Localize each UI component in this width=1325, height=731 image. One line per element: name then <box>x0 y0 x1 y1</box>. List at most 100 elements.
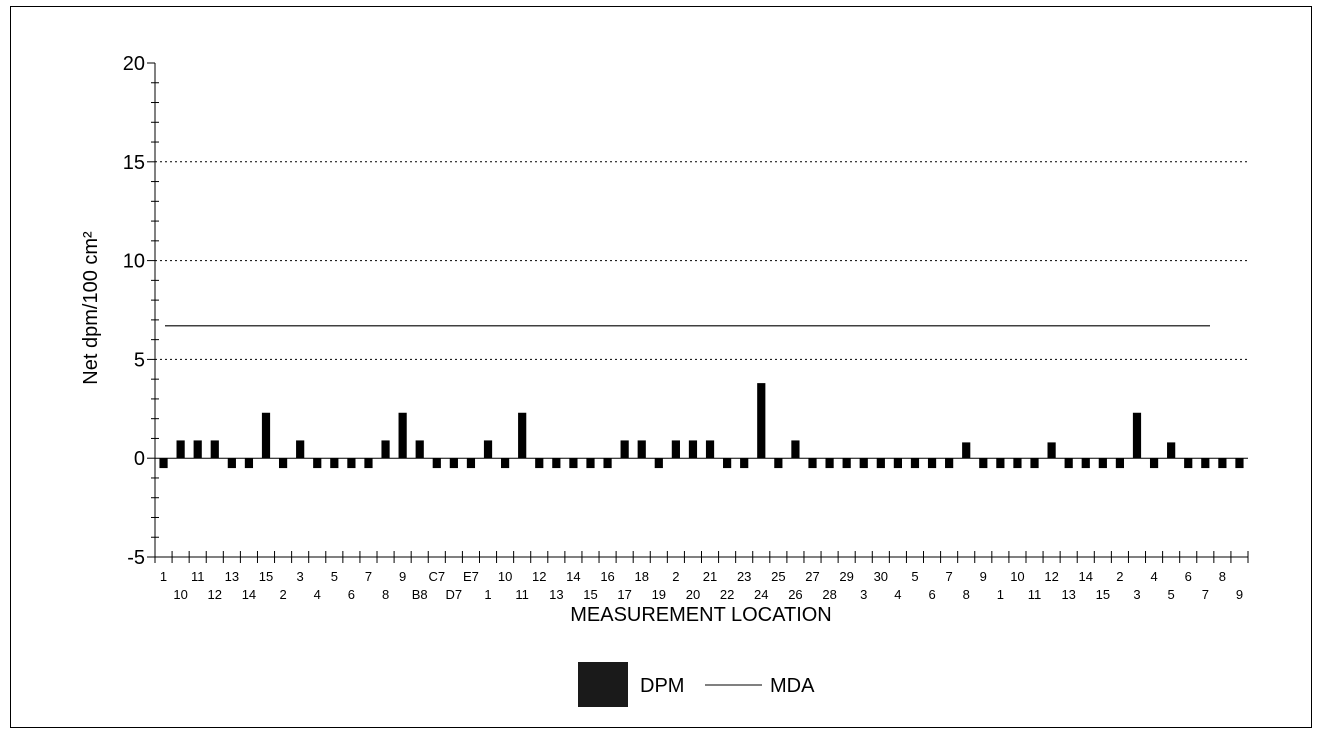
chart-frame <box>10 6 1312 728</box>
y-tick-label: 0 <box>134 448 145 470</box>
x-tick-labels: 110111213141523456789B8C7D7E711011121314… <box>160 569 1243 602</box>
x-tick-label: 2 <box>279 587 286 602</box>
bar-dpm <box>432 458 441 469</box>
bar-dpm <box>278 458 288 469</box>
bar-dpm <box>364 458 373 469</box>
bar-dpm <box>654 458 663 469</box>
bar-dpm <box>1030 458 1039 469</box>
x-tick-label: 13 <box>225 569 239 584</box>
x-tick-label: 1 <box>997 587 1004 602</box>
x-tick-label: 7 <box>1202 587 1209 602</box>
x-tick-label: 5 <box>1168 587 1175 602</box>
legend-label-dpm: DPM <box>640 675 684 697</box>
bar-dpm <box>962 442 971 459</box>
bar-dpm <box>586 458 595 469</box>
axes <box>147 62 1249 563</box>
x-tick-label: 2 <box>1116 569 1123 584</box>
x-tick-label: 1 <box>484 587 491 602</box>
bar-dpm <box>842 458 851 469</box>
bar-dpm <box>244 458 254 469</box>
x-tick-label: 23 <box>737 569 751 584</box>
x-tick-label: 4 <box>314 587 321 602</box>
bar-dpm <box>1081 458 1090 469</box>
x-tick-label: 11 <box>1028 587 1042 602</box>
bar-dpm <box>1098 458 1107 469</box>
x-tick-label: 17 <box>617 587 631 602</box>
bar-dpm <box>688 440 698 459</box>
bar-dpm <box>945 458 954 469</box>
bar-dpm <box>979 458 988 469</box>
x-tick-label: 8 <box>1219 569 1226 584</box>
x-tick-label: 3 <box>1133 587 1140 602</box>
bar-dpm <box>1184 458 1193 469</box>
bar-dpm <box>296 440 305 459</box>
x-tick-label: 5 <box>911 569 918 584</box>
x-tick-label: 11 <box>191 569 205 584</box>
x-tick-label: 3 <box>860 587 867 602</box>
x-tick-label: 10 <box>498 569 512 584</box>
x-tick-label: 14 <box>566 569 580 584</box>
bar-dpm <box>398 412 407 459</box>
bar-dpm <box>569 458 578 469</box>
x-tick-label: 16 <box>600 569 614 584</box>
bar-dpm <box>757 383 766 459</box>
bar-dpm <box>193 440 202 459</box>
bar-dpm <box>176 440 185 459</box>
x-tick-label: 19 <box>652 587 666 602</box>
bar-dpm <box>825 458 834 469</box>
bar-dpm <box>1167 442 1176 459</box>
x-tick-label: 5 <box>331 569 338 584</box>
x-tick-label: 10 <box>1010 569 1024 584</box>
y-tick-label: 5 <box>134 349 145 371</box>
x-tick-label: 22 <box>720 587 734 602</box>
x-tick-label: C7 <box>428 569 445 584</box>
x-tick-label: 21 <box>703 569 717 584</box>
bar-dpm <box>859 458 868 469</box>
x-tick-label: 4 <box>1150 569 1157 584</box>
x-tick-label: 1 <box>160 569 167 584</box>
legend: DPM MDA <box>578 662 815 707</box>
x-tick-label: 12 <box>1044 569 1058 584</box>
x-tick-label: 13 <box>1061 587 1075 602</box>
bar-dpm <box>227 458 236 469</box>
bar-dpm <box>671 440 680 459</box>
bar-dpm <box>808 458 817 469</box>
x-tick-label: 26 <box>788 587 802 602</box>
bar-dpm <box>1132 412 1142 459</box>
bar-dpm <box>210 440 219 459</box>
x-tick-label: 4 <box>894 587 901 602</box>
x-tick-label: 15 <box>583 587 597 602</box>
x-tick-label: 6 <box>348 587 355 602</box>
bar-dpm <box>876 458 885 469</box>
bar-dpm <box>1149 458 1159 469</box>
x-tick-label: 29 <box>839 569 853 584</box>
x-tick-label: 24 <box>754 587 768 602</box>
y-tick-label: 20 <box>123 53 145 75</box>
x-tick-label: 15 <box>1096 587 1110 602</box>
bar-dpm <box>261 412 271 459</box>
x-tick-label: 20 <box>686 587 700 602</box>
bar-dpm <box>740 458 749 469</box>
x-tick-label: 6 <box>928 587 935 602</box>
bar-dpm <box>723 458 732 469</box>
bar-dpm <box>1013 458 1022 469</box>
bar-dpm <box>483 440 493 459</box>
y-tick-label: -5 <box>127 547 145 569</box>
bar-dpm <box>466 458 476 469</box>
x-tick-label: E7 <box>463 569 479 584</box>
bar-dpm <box>927 458 937 469</box>
bar-dpm <box>603 458 612 469</box>
bar-dpm <box>791 440 800 459</box>
x-tick-label: 9 <box>1236 587 1243 602</box>
x-tick-label: 14 <box>242 587 256 602</box>
bar-dpm <box>330 458 339 469</box>
x-tick-label: B8 <box>412 587 428 602</box>
x-tick-label: 28 <box>822 587 836 602</box>
x-tick-label: 11 <box>515 587 529 602</box>
bar-dpm <box>1064 458 1073 469</box>
bar-dpm <box>1218 458 1227 469</box>
bar-dpm <box>1115 458 1125 469</box>
bars <box>159 383 1244 469</box>
legend-swatch-dpm <box>578 662 628 707</box>
